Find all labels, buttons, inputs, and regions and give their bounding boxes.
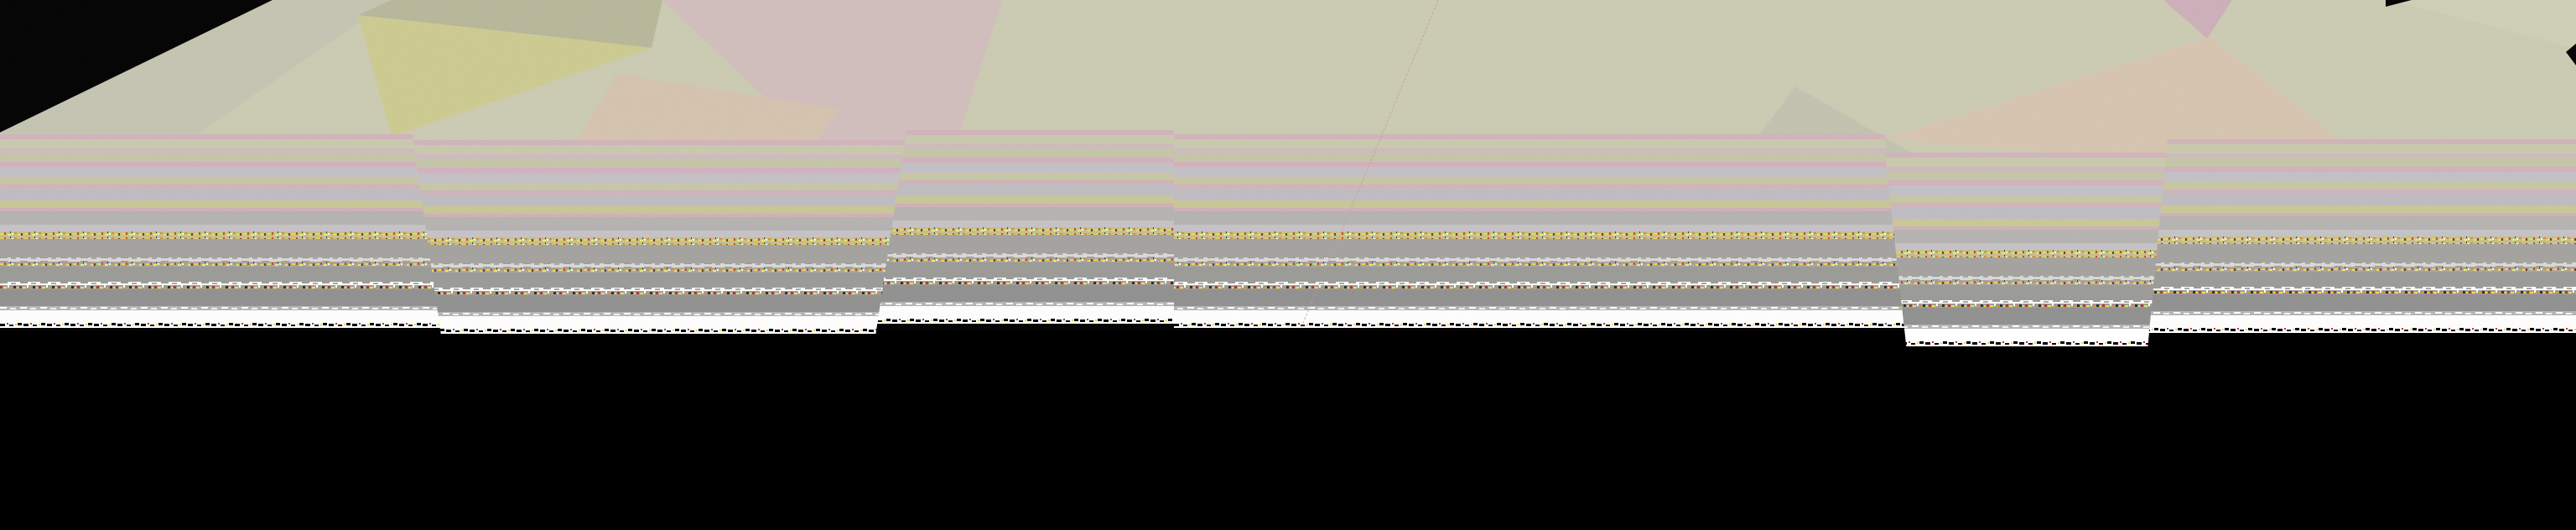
grain-overlay [0,0,2576,330]
